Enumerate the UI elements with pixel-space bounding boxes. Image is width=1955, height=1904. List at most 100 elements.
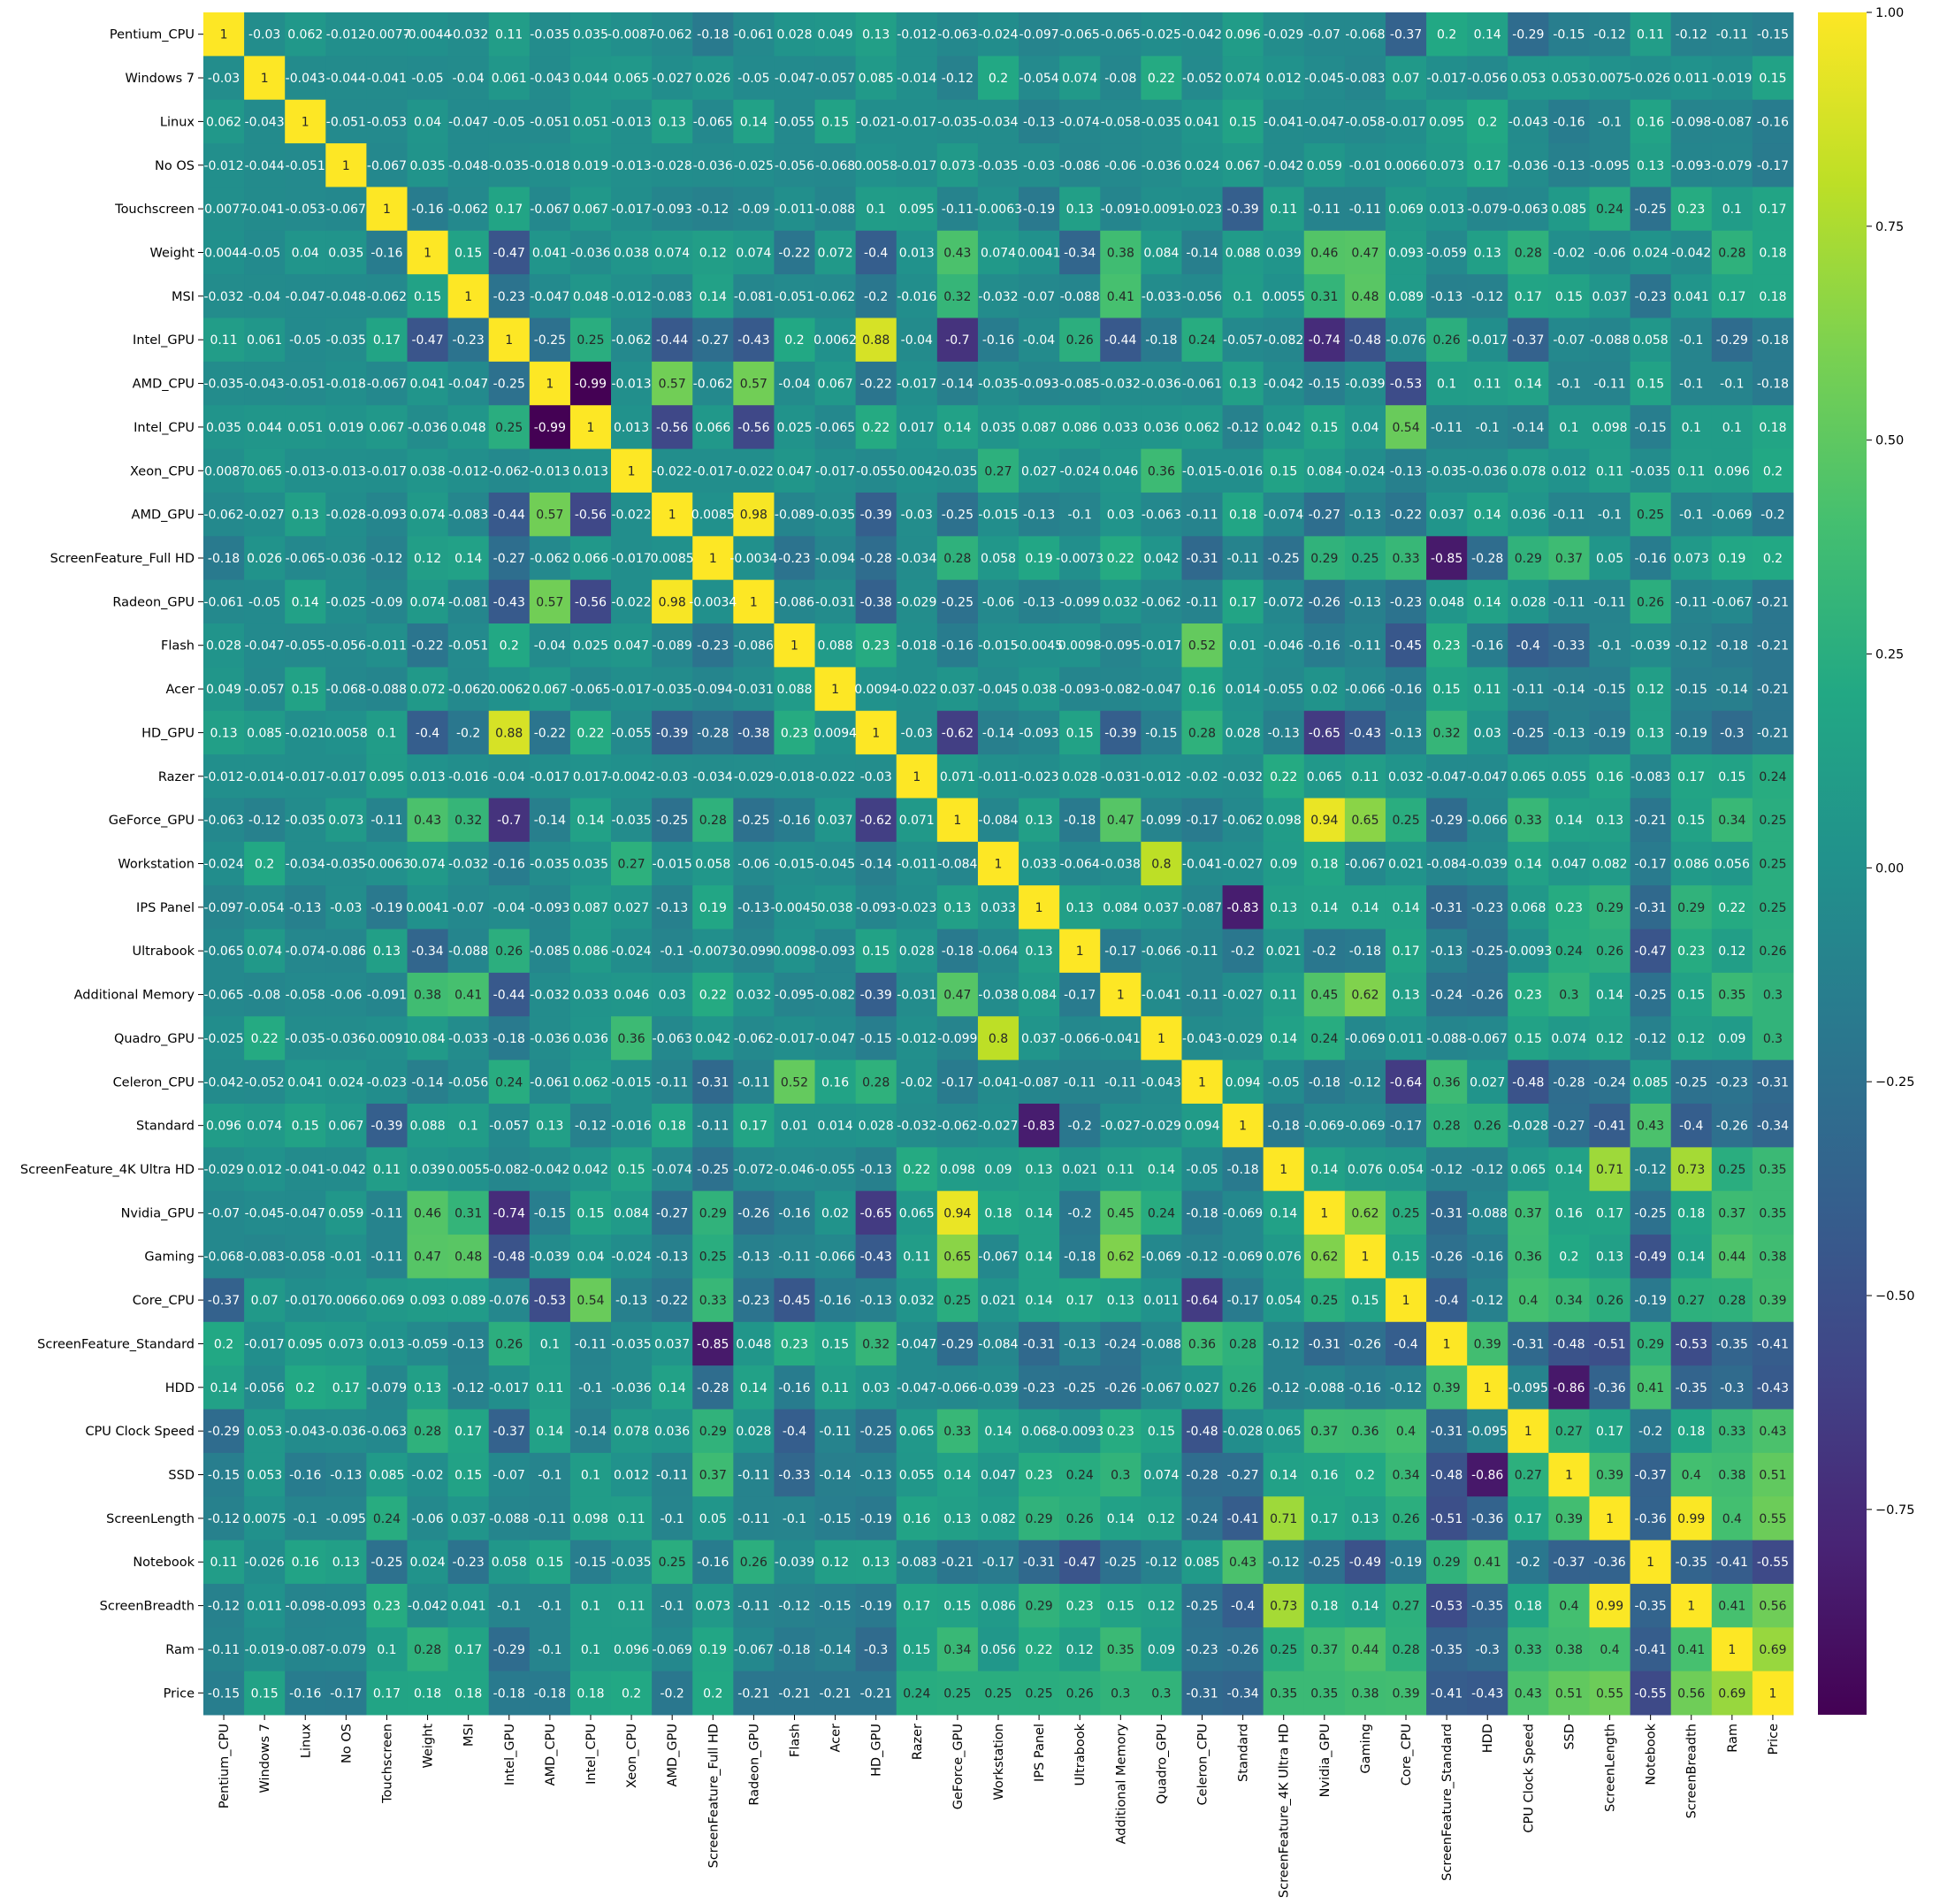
cell-value-label: -0.37 [493,1425,525,1439]
heatmap-cell [1222,929,1264,974]
heatmap-cell [733,1016,775,1061]
cell-value-label: -0.062 [815,290,855,304]
heatmap-cell [285,623,326,668]
cell-value-label: -0.033 [1142,290,1181,304]
cell-value-label: 0.55 [1596,1686,1623,1701]
heatmap-cell [1344,754,1386,799]
heatmap-cell [1019,536,1060,581]
cell-value-label: -0.25 [370,1556,402,1570]
heatmap-cell [652,230,693,275]
heatmap-cell [1426,143,1468,187]
heatmap-cell [1100,798,1142,843]
cell-value-label: 0.29 [1515,552,1542,566]
cell-value-label: 0.089 [451,1294,486,1308]
heatmap-cell [407,230,449,275]
cell-value-label: 0.4 [1682,1469,1701,1483]
cell-value-label: 0.3 [1111,1686,1130,1701]
heatmap-cell [1467,317,1508,363]
cell-value-label: 0.8 [989,1032,1008,1046]
cell-value-label: 0.0066 [1385,159,1428,173]
heatmap-cell [203,405,245,450]
cell-value-label: 0.039 [1266,246,1302,260]
cell-value-label: 0.03 [1474,726,1501,740]
heatmap-cell [244,56,286,101]
heatmap-cell [1141,754,1182,799]
cell-value-label: -0.043 [1182,1032,1222,1046]
cell-value-label: -0.0063 [974,203,1022,217]
cell-value-label: -0.41 [1226,1512,1258,1526]
cell-value-label: 0.69 [1718,1686,1745,1701]
cell-value-label: -0.34 [1757,1120,1789,1134]
cell-value-label: 0.11 [1351,770,1378,784]
heatmap-cell [1059,579,1101,624]
cell-value-label: -0.023 [367,1075,407,1090]
heatmap-cell [1100,667,1142,712]
cell-value-label: 1 [995,858,1003,872]
heatmap-cell [611,187,653,232]
cell-value-label: 1 [1402,1294,1410,1308]
cell-value-label: -0.99 [575,378,607,392]
heatmap-cell [1141,361,1182,406]
heatmap-cell [488,361,531,406]
cell-value-label: -0.11 [1226,552,1258,566]
heatmap-cell [244,448,286,493]
y-tick-label: Acer [165,683,195,697]
heatmap-cell [285,274,326,319]
heatmap-cell [447,492,490,537]
cell-value-label: -0.067 [530,203,569,217]
cell-value-label: -0.017 [897,115,936,129]
cell-value-label: 0.94 [943,1206,971,1220]
cell-value-label: -0.31 [1635,901,1667,915]
heatmap-cell [1181,536,1224,581]
x-tick-label: Ram [1726,1724,1740,1753]
cell-value-label: 0.1 [540,1337,560,1351]
cell-value-label: 0.025 [776,421,812,435]
cell-value-label: 1 [1565,1469,1573,1483]
cell-value-label: -0.041 [1142,989,1181,1003]
cell-value-label: 0.26 [1392,1512,1419,1526]
cell-value-label: -0.35 [1431,1643,1462,1657]
cell-value-label: -0.05 [248,246,280,260]
heatmap-cell [1548,187,1590,232]
cell-value-label: -0.076 [489,1294,529,1308]
cell-value-label: 0.073 [328,814,363,828]
cell-value-label: 0.037 [1143,901,1179,915]
cell-value-label: 0.0062 [813,333,857,348]
cell-value-label: 0.48 [1351,290,1378,304]
cell-value-label: -0.15 [208,1469,240,1483]
cell-value-label: -0.04 [534,639,566,654]
heatmap-cell [1019,12,1060,57]
cell-value-label: 0.47 [1107,814,1134,828]
cell-value-label: 0.11 [617,1600,645,1614]
cell-value-label: -0.14 [819,1469,851,1483]
cell-value-label: -0.081 [448,595,488,609]
heatmap-cell [936,230,979,275]
cell-value-label: -0.12 [1145,1556,1177,1570]
cell-value-label: 0.037 [818,814,853,828]
cell-value-label: -0.31 [1023,1556,1055,1570]
heatmap-cell [244,623,286,668]
heatmap-cell [611,929,653,974]
cell-value-label: 0.4 [1559,1600,1578,1614]
cell-value-label: -0.21 [942,1556,974,1570]
cell-value-label: 0.13 [1351,1512,1378,1526]
cell-value-label: 0.13 [1026,1163,1053,1177]
heatmap-cell [203,929,245,974]
cell-value-label: 0.13 [373,944,401,959]
cell-value-label: -0.25 [493,378,525,392]
heatmap-cell [896,754,938,799]
cell-value-label: -0.014 [897,72,936,86]
cell-value-label: 0.036 [1143,421,1179,435]
cell-value-label: 0.03 [659,989,686,1003]
cell-value-label: 0.088 [776,683,812,697]
cell-value-label: -0.14 [1716,683,1748,697]
cell-value-label: -0.23 [1390,595,1422,609]
heatmap-cell [1426,972,1468,1017]
cell-value-label: -0.016 [612,1120,652,1134]
cell-value-label: -0.29 [1716,333,1748,348]
cell-value-label: 0.14 [1310,901,1338,915]
cell-value-label: 0.15 [251,1686,279,1701]
x-tick-label: Pentium_CPU [218,1724,232,1808]
cell-value-label: -0.15 [534,1206,566,1220]
cell-value-label: -0.019 [1712,72,1752,86]
